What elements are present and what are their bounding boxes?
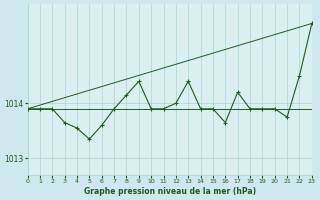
X-axis label: Graphe pression niveau de la mer (hPa): Graphe pression niveau de la mer (hPa): [84, 187, 256, 196]
